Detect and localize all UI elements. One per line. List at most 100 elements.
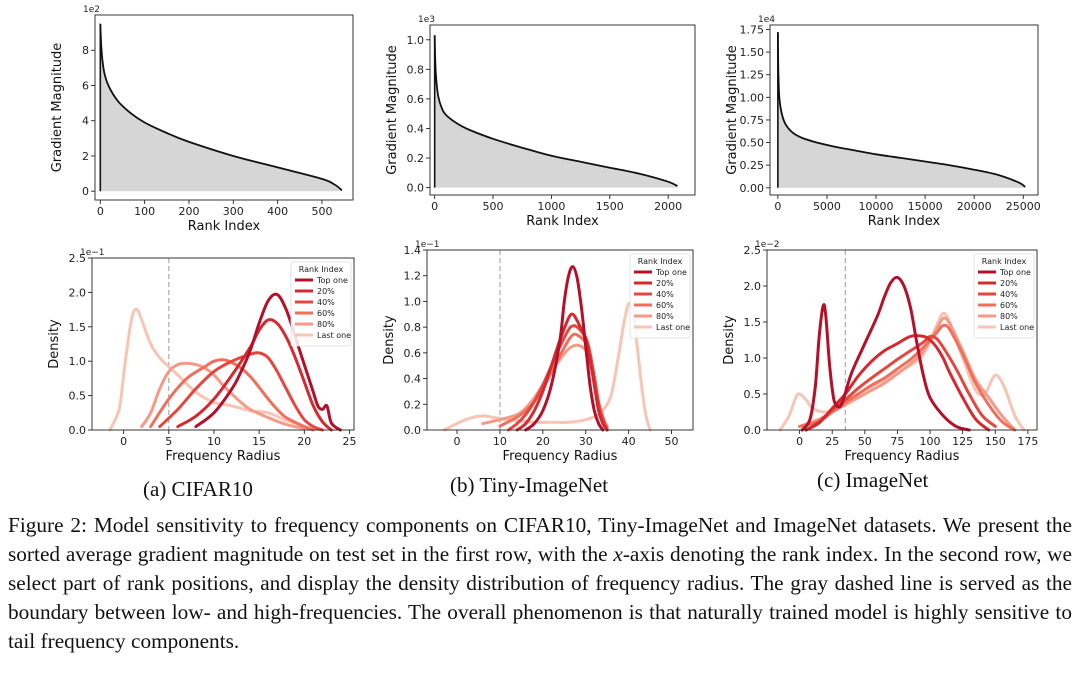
legend-label: Last one xyxy=(656,323,690,332)
x-tick-label: 1000 xyxy=(537,200,565,213)
legend-label: Top one xyxy=(655,268,687,277)
subcaption-a: (a) CIFAR10 xyxy=(143,477,253,501)
y-scale-label: 1e−2 xyxy=(755,240,780,250)
plot-frame xyxy=(769,24,1039,196)
chart-dens_imagenet: Rank Index Top one 20% 40% 60% 80% Last one 0 25… xyxy=(722,240,1038,464)
density-series-last-one xyxy=(778,311,1026,432)
plot-frame xyxy=(91,257,355,431)
legend: Rank Index Top one 20% 40% 60% 80% Last one xyxy=(629,253,691,339)
x-tick-label: 200 xyxy=(178,205,199,218)
magnitude-area-fill xyxy=(777,32,1026,188)
caption-text-after-math: -axis denoting the rank index. In the se… xyxy=(8,542,1072,653)
y-axis-label: Gradient Magnitude xyxy=(725,45,740,175)
density-series-40- xyxy=(158,351,324,432)
x-tick-label: 500 xyxy=(311,205,332,218)
x-axis-label: Frequency Radius xyxy=(166,449,281,464)
legend-title: Rank Index xyxy=(638,257,683,266)
density-series-20- xyxy=(515,312,609,432)
x-tick-label: 30 xyxy=(579,435,593,448)
x-tick-label: 25 xyxy=(342,435,356,448)
density-series-40- xyxy=(804,334,997,432)
chart-mag_cifar: 0 100 200 300 400 500 0 2 4 6 8 1e2 Rank Index Gradie… xyxy=(50,5,354,234)
x-tick-label: 0 xyxy=(796,435,803,448)
y-tick-label: 1.50 xyxy=(740,46,765,59)
x-tick-label: 0 xyxy=(120,435,127,448)
y-tick-label: 0.5 xyxy=(69,390,87,403)
caption-label: Figure 2: xyxy=(8,513,87,537)
legend-label: 20% xyxy=(317,287,335,296)
x-tick-label: 10 xyxy=(493,435,507,448)
y-axis-label: Density xyxy=(47,319,62,369)
x-tick-label: 300 xyxy=(223,205,244,218)
legend-label: 20% xyxy=(1000,279,1018,288)
x-axis-label: Rank Index xyxy=(868,214,941,229)
legend-label: 40% xyxy=(1000,290,1018,299)
x-axis-label: Rank Index xyxy=(188,219,261,234)
y-tick-label: 4 xyxy=(82,115,89,128)
y-axis-label: Density xyxy=(382,315,397,365)
density-series-20- xyxy=(804,334,991,432)
legend-title: Rank Index xyxy=(982,257,1027,266)
y-axis-label: Gradient Magnitude xyxy=(385,45,400,175)
figure-caption: Figure 2: Model sensitivity to frequency… xyxy=(8,511,1072,656)
density-series-80- xyxy=(798,316,1017,432)
legend: Rank Index Top one 20% 40% 60% 80% Last one xyxy=(973,253,1035,339)
y-tick-label: 1.0 xyxy=(744,352,762,365)
y-tick-label: 1.25 xyxy=(740,69,765,82)
y-tick-label: 1.0 xyxy=(404,295,422,308)
legend-label: 80% xyxy=(317,320,335,329)
y-tick-label: 0.0 xyxy=(404,424,422,437)
chart-mag_imagenet: 0 5000 10000 15000 20000 25000 0.00 0.25 0.50 0.7… xyxy=(725,15,1041,229)
x-tick-label: 150 xyxy=(985,435,1006,448)
legend: Rank Index Top one 20% 40% 60% 80% Last one xyxy=(290,261,352,347)
y-tick-label: 0 xyxy=(82,185,89,198)
legend-label: 40% xyxy=(656,290,674,299)
x-axis-label: Frequency Radius xyxy=(845,449,960,464)
x-tick-label: 50 xyxy=(858,435,872,448)
density-series-top-one xyxy=(800,275,971,432)
x-tick-label: 15000 xyxy=(908,200,943,213)
y-scale-label: 1e−1 xyxy=(415,240,440,250)
plot-frame xyxy=(94,14,354,201)
x-tick-label: 0 xyxy=(97,205,104,218)
x-tick-label: 0 xyxy=(431,200,438,213)
y-tick-label: 1.0 xyxy=(407,34,425,47)
y-tick-label: 1.75 xyxy=(740,24,765,37)
y-scale-label: 1e−1 xyxy=(80,248,105,258)
y-tick-label: 0.4 xyxy=(407,122,425,135)
legend-label: Top one xyxy=(999,268,1031,277)
magnitude-curve xyxy=(433,35,678,187)
legend-label: 20% xyxy=(656,279,674,288)
y-tick-label: 0.50 xyxy=(740,137,765,150)
x-tick-label: 20000 xyxy=(957,200,992,213)
chart-mag_tiny: 0 500 1000 1500 2000 0.0 0.2 0.4 0.6 0.8 1.0 1e3 Ran… xyxy=(385,15,696,229)
y-tick-label: 1.5 xyxy=(744,316,762,329)
density-series-60- xyxy=(798,323,1017,432)
x-tick-label: 25000 xyxy=(1006,200,1041,213)
caption-math-x: x xyxy=(613,542,623,566)
y-scale-label: 1e4 xyxy=(758,15,775,25)
x-axis-label: Rank Index xyxy=(526,214,599,229)
legend-label: Last one xyxy=(1000,323,1034,332)
x-tick-label: 5 xyxy=(165,435,172,448)
y-tick-label: 0.75 xyxy=(740,114,765,127)
x-tick-label: 125 xyxy=(952,435,973,448)
y-tick-label: 0.0 xyxy=(744,424,762,437)
x-tick-label: 100 xyxy=(920,435,941,448)
plot-frame xyxy=(766,249,1038,431)
density-series-20- xyxy=(176,318,333,432)
x-tick-label: 100 xyxy=(134,205,155,218)
legend-label: 80% xyxy=(656,312,674,321)
x-tick-label: 50 xyxy=(665,435,679,448)
legend-label: 60% xyxy=(317,309,335,318)
x-tick-label: 500 xyxy=(483,200,504,213)
x-tick-label: 40 xyxy=(622,435,636,448)
y-tick-label: 0.2 xyxy=(404,398,422,411)
legend-label: 80% xyxy=(1000,312,1018,321)
y-tick-label: 0.5 xyxy=(744,388,762,401)
y-tick-label: 0.2 xyxy=(407,152,425,165)
y-tick-label: 1.0 xyxy=(69,355,87,368)
y-tick-label: 0.25 xyxy=(740,159,765,172)
y-tick-label: 1.00 xyxy=(740,91,765,104)
